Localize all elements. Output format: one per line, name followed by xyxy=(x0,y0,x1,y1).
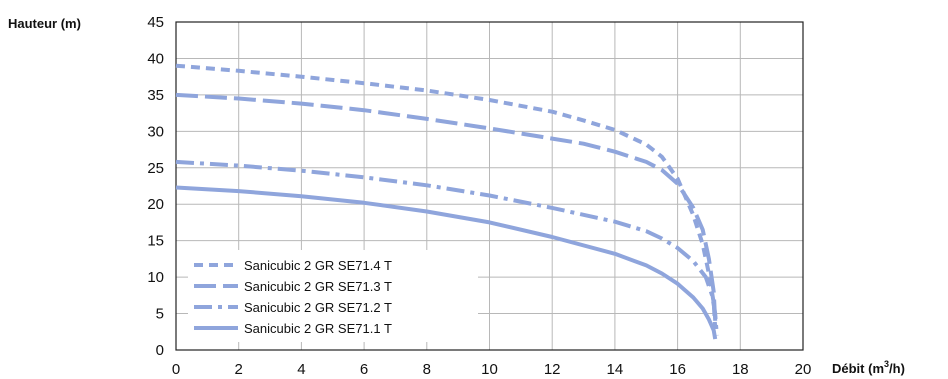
x-tick-label: 6 xyxy=(360,361,368,378)
y-tick-label: 30 xyxy=(147,123,164,140)
y-tick-label: 15 xyxy=(147,233,164,250)
x-tick-label: 4 xyxy=(297,361,305,378)
y-tick-label: 0 xyxy=(156,342,164,359)
legend: Sanicubic 2 GR SE71.4 T Sanicubic 2 GR SE… xyxy=(188,250,478,342)
legend-label-2: Sanicubic 2 GR SE71.3 T xyxy=(244,279,392,294)
series-line-4 xyxy=(175,185,718,340)
x-tick-labels: 0 2 4 6 8 10 12 14 16 18 20 xyxy=(172,361,812,378)
series-line-2 xyxy=(175,92,718,321)
x-tick-label: 20 xyxy=(795,361,812,378)
legend-label-1: Sanicubic 2 GR SE71.4 T xyxy=(244,258,392,273)
plot-frame xyxy=(175,21,804,351)
x-axis-label: Débit (m3/h) xyxy=(832,359,905,376)
legend-label-4: Sanicubic 2 GR SE71.1 T xyxy=(244,321,392,336)
y-tick-label: 10 xyxy=(147,269,164,286)
y-tick-label: 5 xyxy=(156,306,164,323)
y-tick-label: 35 xyxy=(147,87,164,104)
y-tick-label: 40 xyxy=(147,50,164,67)
x-tick-label: 18 xyxy=(732,361,749,378)
y-tick-label: 20 xyxy=(147,196,164,213)
series-line-1 xyxy=(175,63,718,329)
legend-label-3: Sanicubic 2 GR SE71.2 T xyxy=(244,300,392,315)
x-tick-label: 16 xyxy=(669,361,686,378)
x-tick-label: 14 xyxy=(607,361,624,378)
y-axis-label: Hauteur (m) xyxy=(8,16,81,31)
x-tick-label: 8 xyxy=(423,361,431,378)
x-tick-label: 10 xyxy=(481,361,498,378)
y-tick-label: 25 xyxy=(147,160,164,177)
x-tick-label: 0 xyxy=(172,361,180,378)
y-tick-label: 45 xyxy=(147,14,164,31)
series-layer xyxy=(175,63,719,340)
x-tick-label: 2 xyxy=(235,361,243,378)
y-tick-labels: 0 5 10 15 20 25 30 35 40 45 xyxy=(147,14,164,359)
x-tick-label: 12 xyxy=(544,361,561,378)
